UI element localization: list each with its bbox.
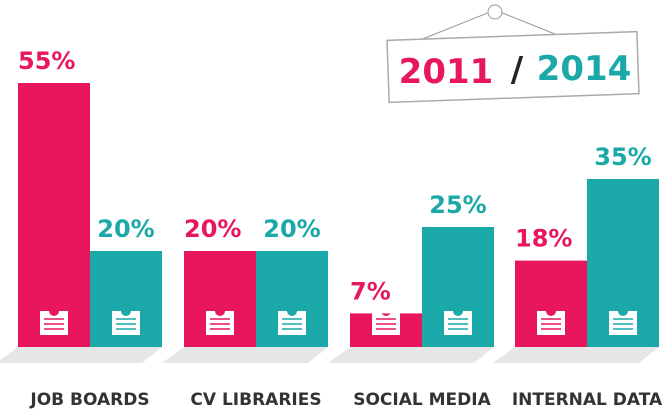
- bar-shadow: [0, 347, 162, 363]
- x-tick-label: JOB BOARDS: [29, 390, 149, 410]
- value-label: 35%: [594, 143, 651, 171]
- value-label: 25%: [429, 191, 486, 219]
- value-label: 55%: [18, 47, 75, 75]
- value-label: 7%: [350, 277, 391, 305]
- value-label: 18%: [515, 225, 572, 253]
- bar-shadow: [493, 347, 659, 363]
- bar-shadow: [162, 347, 328, 363]
- bar-shadow: [328, 347, 494, 363]
- x-tick-label: INTERNAL DATA: [512, 390, 663, 410]
- legend-label: 2011: [399, 52, 494, 92]
- value-label: 20%: [184, 215, 241, 243]
- x-tick-label: CV LIBRARIES: [190, 390, 321, 410]
- legend-sign: 2011 / 2014: [386, 4, 640, 104]
- legend-separator: /: [511, 50, 524, 90]
- sign-board: [386, 30, 640, 104]
- value-label: 20%: [97, 215, 154, 243]
- value-label: 20%: [263, 215, 320, 243]
- x-tick-label: SOCIAL MEDIA: [353, 390, 491, 410]
- bar: [18, 83, 90, 347]
- legend-label: 2014: [537, 49, 632, 89]
- sign-nail: [487, 4, 503, 20]
